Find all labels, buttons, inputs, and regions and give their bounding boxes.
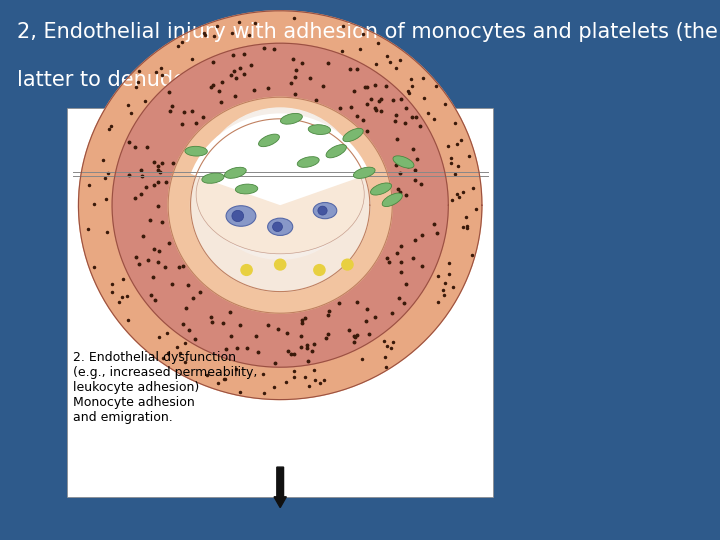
- Ellipse shape: [297, 157, 319, 167]
- Ellipse shape: [258, 134, 279, 147]
- Ellipse shape: [273, 222, 282, 232]
- FancyArrow shape: [274, 467, 287, 508]
- Circle shape: [342, 259, 353, 270]
- Circle shape: [314, 265, 325, 275]
- Ellipse shape: [235, 184, 258, 194]
- Text: 2. Endothelial dysfunction
(e.g., increased permeability,
leukocyte adhesion)
Mo: 2. Endothelial dysfunction (e.g., increa…: [73, 351, 257, 424]
- Circle shape: [78, 11, 482, 400]
- Ellipse shape: [225, 167, 246, 178]
- Circle shape: [191, 119, 370, 292]
- Text: 2, Endothelial injury with adhesion of monocytes and platelets (the: 2, Endothelial injury with adhesion of m…: [17, 22, 718, 42]
- Ellipse shape: [308, 125, 330, 134]
- Ellipse shape: [393, 156, 414, 168]
- Ellipse shape: [185, 146, 207, 156]
- Ellipse shape: [371, 183, 392, 195]
- Circle shape: [241, 265, 252, 275]
- Circle shape: [112, 43, 449, 367]
- FancyBboxPatch shape: [67, 108, 493, 497]
- Ellipse shape: [202, 173, 224, 183]
- Circle shape: [202, 108, 359, 259]
- Ellipse shape: [382, 193, 402, 207]
- Wedge shape: [191, 113, 369, 205]
- Text: latter to denuded endothelium).: latter to denuded endothelium).: [17, 70, 351, 90]
- Ellipse shape: [343, 129, 363, 141]
- Ellipse shape: [354, 167, 375, 178]
- Circle shape: [274, 259, 286, 270]
- Ellipse shape: [318, 206, 327, 215]
- Ellipse shape: [232, 211, 243, 221]
- Ellipse shape: [268, 218, 293, 235]
- Ellipse shape: [313, 202, 337, 219]
- Ellipse shape: [196, 135, 364, 254]
- Ellipse shape: [226, 206, 256, 226]
- Ellipse shape: [281, 113, 302, 124]
- Ellipse shape: [326, 145, 346, 158]
- Circle shape: [168, 97, 392, 313]
